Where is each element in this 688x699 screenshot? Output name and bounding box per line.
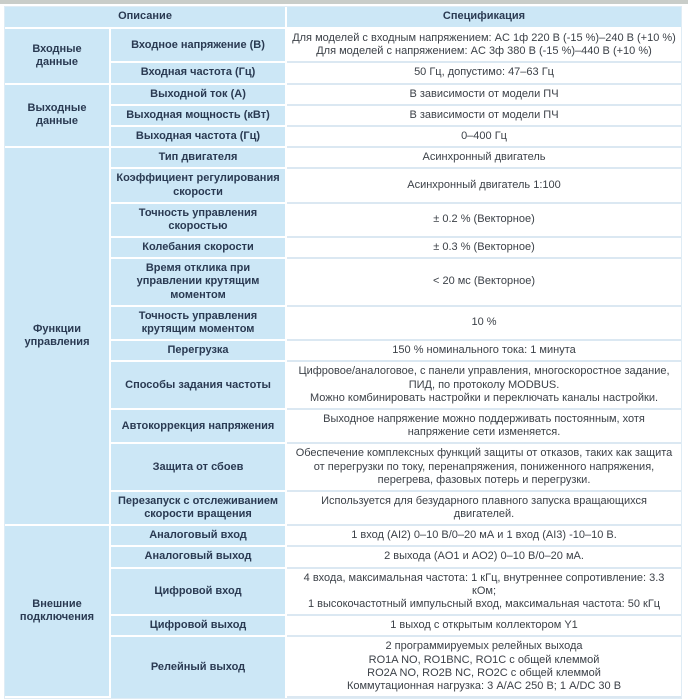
value-cell: 2 выхода (AO1 и AO2) 0–10 В/0–20 мА. (287, 547, 682, 569)
param-cell: Выходная мощность (кВт) (111, 105, 288, 127)
value-cell: 10 % (287, 306, 682, 342)
value-cell: Асинхронный двигатель 1:100 (287, 169, 682, 204)
value-cell: < 20 мс (Векторное) (287, 259, 682, 307)
param-cell: Тип двигателя (111, 148, 288, 170)
value-cell: Выходное напряжение можно поддерживать п… (287, 409, 682, 445)
table-row: Точность управления скоростью ± 0.2 % (Ве… (5, 203, 682, 239)
value-cell: 1 выход с открытым коллектором Y1 (287, 616, 682, 638)
table-row: Колебания скорости ± 0.3 % (Векторное) (5, 238, 682, 260)
param-cell: Перегрузка (111, 341, 288, 363)
table-row: Время отклика при управлении крутящим мо… (5, 259, 682, 307)
table-row: Цифровой вход 4 входа, максимальная часто… (5, 568, 682, 617)
param-cell: Выходная частота (Гц) (111, 126, 288, 149)
table-row: Аналоговый выход 2 выхода (AO1 и AO2) 0–1… (5, 547, 682, 569)
spec-table: Описание Спецификация Входные данные Вход… (5, 7, 682, 699)
param-cell: Цифровой вход (111, 568, 288, 617)
param-cell: Перезапуск с отслеживанием скорости вращ… (111, 491, 288, 527)
table-row: Коэффициент регулирования скорости Асинхр… (5, 169, 682, 204)
value-cell: 4 входа, максимальная частота: 1 кГц, вн… (287, 568, 682, 617)
group-cell: Входные данные (5, 29, 111, 85)
table-row: Способы задания частоты Цифровое/аналогов… (5, 362, 682, 410)
value-cell: Асинхронный двигатель (287, 148, 682, 170)
col-header-specification: Спецификация (287, 7, 682, 29)
table-row: Перегрузка 150 % номинального тока: 1 мин… (5, 341, 682, 363)
value-cell: 2 программируемых релейных выхода RO1A N… (287, 637, 682, 699)
param-cell: Входная частота (Гц) (111, 63, 288, 85)
table-row: Перезапуск с отслеживанием скорости вращ… (5, 491, 682, 527)
value-cell: В зависимости от модели ПЧ (287, 105, 682, 127)
col-header-description: Описание (5, 7, 288, 29)
table-row: Защита от сбоев Обеспечение комплексных ф… (5, 444, 682, 492)
param-cell: Выходной ток (А) (111, 84, 288, 106)
param-cell: Колебания скорости (111, 238, 288, 260)
value-cell: Цифровое/аналоговое, с панели управления… (287, 362, 682, 410)
param-cell: Аналоговый вход (111, 526, 288, 548)
param-cell: Время отклика при управлении крутящим мо… (111, 259, 288, 307)
param-cell: Защита от сбоев (111, 444, 288, 492)
group-cell: Функции управления (5, 148, 111, 527)
page-top-edge (0, 0, 688, 4)
param-cell: Точность управления скоростью (111, 203, 288, 239)
group-cell: Внешние подключения (5, 526, 111, 699)
table-row: Выходная частота (Гц) 0–400 Гц (5, 126, 682, 149)
param-cell: Аналоговый выход (111, 547, 288, 569)
value-cell: ± 0.2 % (Векторное) (287, 203, 682, 239)
param-cell: Способы задания частоты (111, 362, 288, 410)
value-cell: Для моделей с входным напряжением: AC 1ф… (287, 29, 682, 64)
table-row: Точность управления крутящим моментом 10 … (5, 306, 682, 342)
value-cell: 1 вход (AI2) 0–10 В/0–20 мА и 1 вход (AI… (287, 526, 682, 548)
table-row: Внешние подключения Аналоговый вход 1 вход… (5, 526, 682, 699)
spec-table-container: Описание Спецификация Входные данные Вход… (4, 6, 682, 699)
table-row: Цифровой выход 1 выход с открытым коллект… (5, 616, 682, 638)
param-cell: Цифровой выход (111, 616, 288, 638)
value-cell: В зависимости от модели ПЧ (287, 84, 682, 106)
value-cell: 0–400 Гц (287, 126, 682, 149)
value-cell: 50 Гц, допустимо: 47–63 Гц (287, 63, 682, 85)
param-cell: Точность управления крутящим моментом (111, 306, 288, 342)
table-row: Выходные данные Выходной ток (А) В зависим… (5, 84, 682, 149)
header-row: Описание Спецификация (5, 7, 682, 29)
group-cell: Выходные данные (5, 84, 111, 149)
table-row: Входные данные Входное напряжение (В) Для … (5, 29, 682, 85)
value-cell: Используется для безударного плавного за… (287, 491, 682, 527)
table-row: Входная частота (Гц) 50 Гц, допустимо: 47… (5, 63, 682, 85)
table-row: Функции управления Тип двигателя Асинхронн… (5, 148, 682, 527)
value-cell: Обеспечение комплексных функций защиты о… (287, 444, 682, 492)
param-cell: Входное напряжение (В) (111, 29, 288, 64)
param-cell: Автокоррекция напряжения (111, 409, 288, 445)
value-cell: 150 % номинального тока: 1 минута (287, 341, 682, 363)
table-row: Выходная мощность (кВт) В зависимости от … (5, 105, 682, 127)
table-row: Автокоррекция напряжения Выходное напряже… (5, 409, 682, 445)
value-cell: ± 0.3 % (Векторное) (287, 238, 682, 260)
param-cell: Релейный выход (111, 637, 288, 699)
param-cell: Коэффициент регулирования скорости (111, 169, 288, 204)
